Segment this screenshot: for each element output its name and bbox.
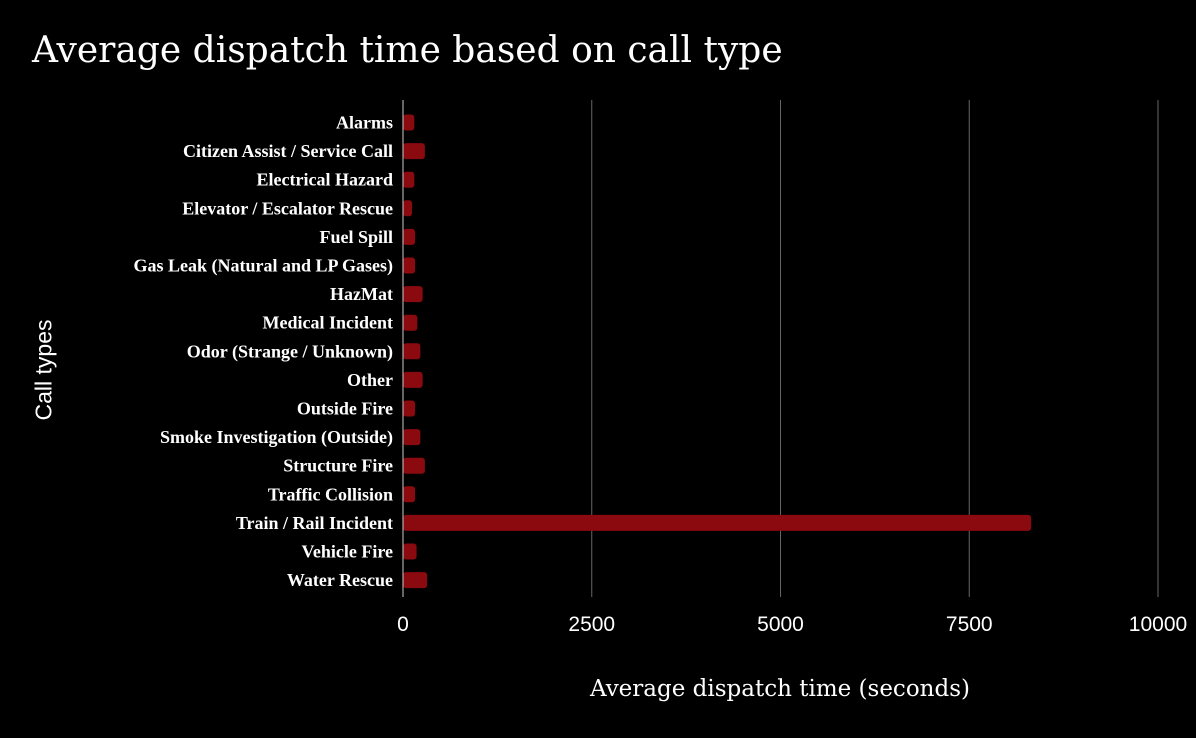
bar bbox=[403, 143, 425, 160]
bar bbox=[403, 543, 417, 560]
category-label: Other bbox=[347, 370, 393, 390]
bar bbox=[403, 114, 415, 131]
bar bbox=[403, 400, 416, 417]
bar bbox=[403, 486, 416, 503]
bar bbox=[403, 343, 421, 360]
x-tick-label: 2500 bbox=[568, 613, 615, 636]
x-axis-label: Average dispatch time (seconds) bbox=[590, 676, 970, 702]
bar bbox=[403, 257, 416, 274]
category-label: Structure Fire bbox=[283, 456, 393, 476]
category-label: Smoke Investigation (Outside) bbox=[160, 427, 393, 448]
x-tick-label: 7500 bbox=[946, 613, 993, 636]
gridlines bbox=[591, 100, 1159, 597]
category-label: Citizen Assist / Service Call bbox=[183, 141, 393, 161]
bar bbox=[403, 228, 416, 245]
category-label: Water Rescue bbox=[287, 570, 393, 590]
category-label: Train / Rail Incident bbox=[236, 513, 393, 533]
bar bbox=[403, 457, 425, 474]
x-tick-label: 5000 bbox=[757, 613, 804, 636]
bar bbox=[403, 371, 423, 388]
category-label: Elevator / Escalator Rescue bbox=[182, 198, 393, 218]
bar bbox=[403, 171, 415, 188]
category-label: Gas Leak (Natural and LP Gases) bbox=[133, 256, 393, 277]
x-tick-labels: 0 2500 5000 7500 10000 bbox=[397, 613, 1187, 636]
bars bbox=[403, 114, 1032, 589]
x-tick-label: 10000 bbox=[1129, 613, 1187, 636]
category-label: Fuel Spill bbox=[319, 227, 393, 247]
bar bbox=[403, 286, 423, 303]
category-label: Odor (Strange / Unknown) bbox=[187, 341, 393, 362]
category-label: Outside Fire bbox=[297, 399, 393, 419]
category-label: Vehicle Fire bbox=[302, 542, 393, 562]
bar bbox=[403, 429, 421, 446]
bar bbox=[403, 514, 1032, 531]
category-label: Electrical Hazard bbox=[257, 170, 393, 190]
bar bbox=[403, 572, 428, 589]
x-tick-label: 0 bbox=[397, 613, 409, 636]
bar bbox=[403, 200, 413, 217]
category-label: Traffic Collision bbox=[268, 484, 393, 504]
category-label: HazMat bbox=[330, 284, 393, 304]
category-label: Medical Incident bbox=[263, 313, 394, 333]
chart-title: Average dispatch time based on call type bbox=[32, 30, 783, 71]
bar bbox=[403, 314, 418, 331]
category-label: Alarms bbox=[336, 113, 393, 133]
category-labels: Alarms Citizen Assist / Service Call Elect… bbox=[133, 113, 393, 591]
